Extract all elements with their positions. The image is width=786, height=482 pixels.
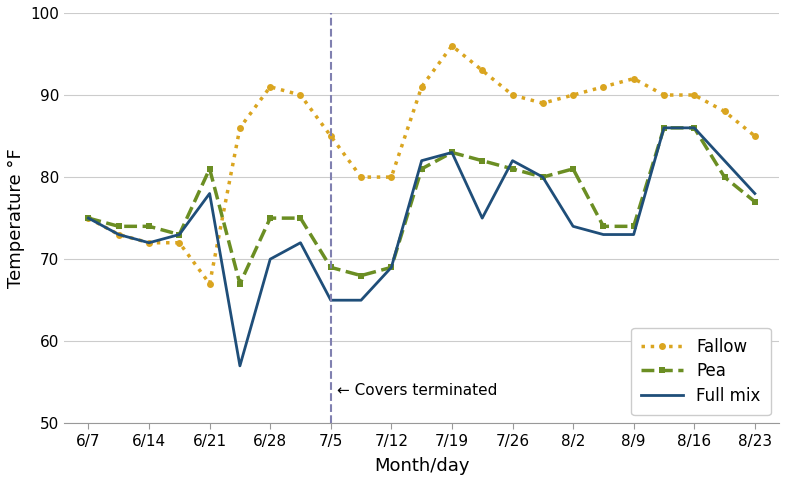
Fallow <box>387 174 396 180</box>
Pea <box>387 265 396 270</box>
Fallow <box>720 108 729 114</box>
Full mix <box>750 190 759 196</box>
Pea <box>326 265 336 270</box>
Fallow <box>326 133 336 139</box>
Pea <box>296 215 305 221</box>
Pea <box>599 224 608 229</box>
Full mix <box>235 363 244 369</box>
Fallow <box>447 43 457 49</box>
Fallow <box>538 100 548 106</box>
Line: Fallow: Fallow <box>85 42 758 287</box>
Pea <box>145 224 154 229</box>
Legend: Fallow, Pea, Full mix: Fallow, Pea, Full mix <box>631 328 771 415</box>
Full mix <box>720 158 729 163</box>
Full mix <box>205 190 215 196</box>
Pea <box>447 149 457 155</box>
Full mix <box>629 232 638 238</box>
Full mix <box>387 265 396 270</box>
Line: Pea: Pea <box>85 124 758 287</box>
Pea <box>508 166 517 172</box>
Full mix <box>508 158 517 163</box>
Full mix <box>447 149 457 155</box>
Full mix <box>478 215 487 221</box>
Fallow <box>296 92 305 98</box>
Fallow <box>629 76 638 81</box>
Full mix <box>417 158 426 163</box>
Pea <box>174 232 184 238</box>
Pea <box>356 273 365 279</box>
Full mix <box>659 125 669 131</box>
Full mix <box>689 125 699 131</box>
Full mix <box>599 232 608 238</box>
Pea <box>689 125 699 131</box>
Fallow <box>478 67 487 73</box>
Full mix <box>326 297 336 303</box>
Fallow <box>145 240 154 246</box>
Fallow <box>508 92 517 98</box>
Pea <box>538 174 548 180</box>
X-axis label: Month/day: Month/day <box>374 457 469 475</box>
Pea <box>266 215 275 221</box>
Fallow <box>750 133 759 139</box>
Full mix <box>114 232 123 238</box>
Fallow <box>266 84 275 90</box>
Pea <box>750 199 759 204</box>
Full mix <box>356 297 365 303</box>
Pea <box>568 166 578 172</box>
Fallow <box>114 232 123 238</box>
Full mix <box>174 232 184 238</box>
Full mix <box>266 256 275 262</box>
Full mix <box>84 215 94 221</box>
Pea <box>84 215 94 221</box>
Pea <box>205 166 215 172</box>
Fallow <box>174 240 184 246</box>
Text: ← Covers terminated: ← Covers terminated <box>337 383 498 398</box>
Full mix <box>568 224 578 229</box>
Pea <box>720 174 729 180</box>
Fallow <box>235 125 244 131</box>
Fallow <box>659 92 669 98</box>
Fallow <box>84 215 94 221</box>
Pea <box>478 158 487 163</box>
Full mix <box>145 240 154 246</box>
Fallow <box>689 92 699 98</box>
Pea <box>114 224 123 229</box>
Line: Full mix: Full mix <box>89 128 755 366</box>
Pea <box>629 224 638 229</box>
Full mix <box>296 240 305 246</box>
Pea <box>417 166 426 172</box>
Pea <box>235 281 244 287</box>
Y-axis label: Temperature °F: Temperature °F <box>7 148 25 288</box>
Pea <box>659 125 669 131</box>
Fallow <box>205 281 215 287</box>
Fallow <box>599 84 608 90</box>
Fallow <box>417 84 426 90</box>
Fallow <box>356 174 365 180</box>
Fallow <box>568 92 578 98</box>
Full mix <box>538 174 548 180</box>
